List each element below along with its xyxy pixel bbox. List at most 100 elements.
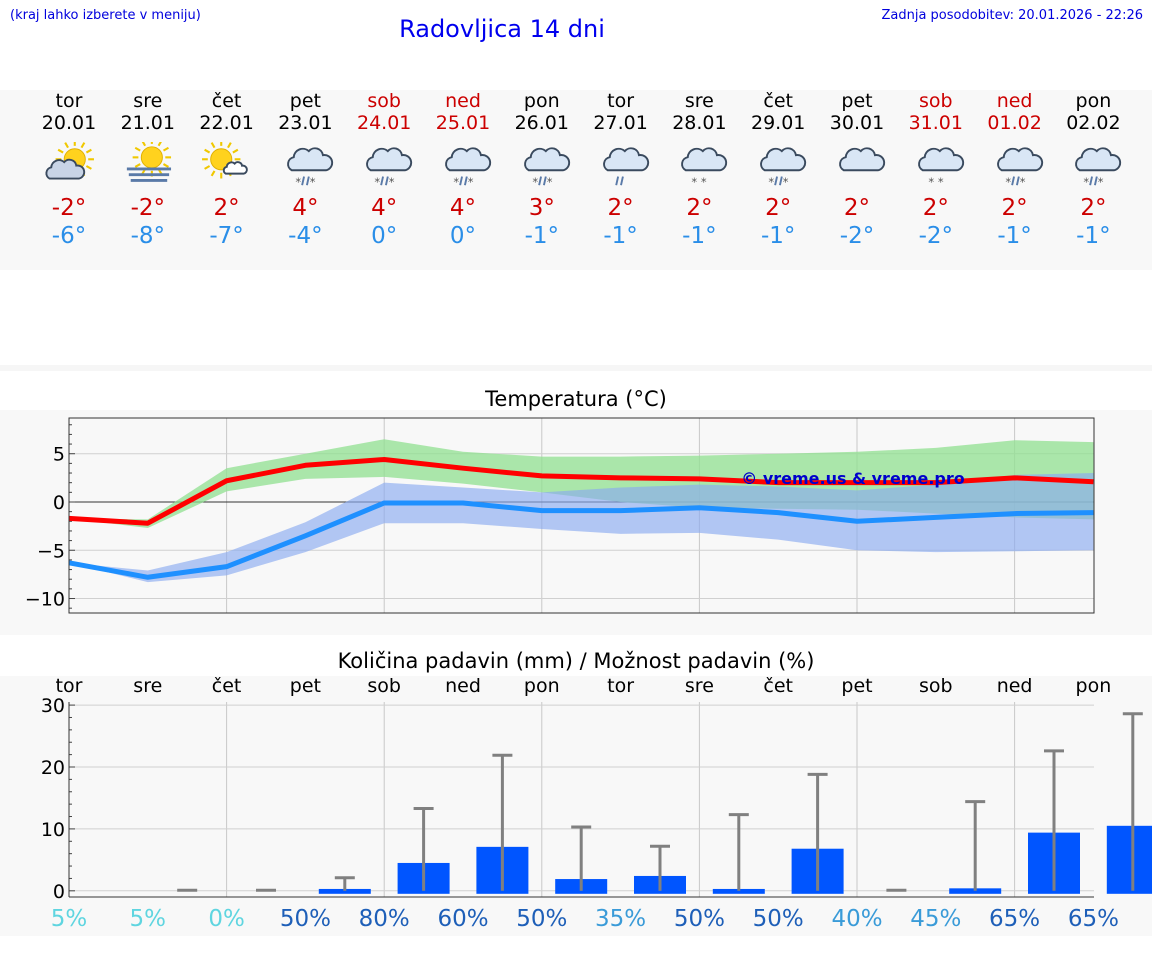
day-label: sob [919,675,953,697]
day-column: tor 27.01 2° -1° [581,90,660,250]
day-column: sob 24.01 * * 4° 0° [345,90,424,250]
last-update: Zadnja posodobitev: 20.01.2026 - 22:26 [881,8,1143,23]
day-date: 22.01 [199,112,254,134]
day-date: 21.01 [120,112,175,134]
precip-bar [949,888,1002,894]
day-column: čet 22.01 2° -7° [187,90,266,250]
cloud-rain-snow-icon: * * [366,147,413,189]
day-name: čet [211,90,242,112]
precip-probability: 0% [208,906,245,932]
temp-min: -1° [682,223,717,249]
day-column: čet 29.01 * * 2° -1° [739,90,818,250]
day-date: 20.01 [41,112,97,134]
day-name: ned [996,90,1033,112]
day-label: pon [524,675,560,697]
sun-cloud-icon [45,142,94,180]
day-date: 28.01 [672,112,727,134]
day-name: pet [289,90,321,112]
day-date: 30.01 [829,112,885,134]
temp-max: 2° [843,195,871,221]
y-tick-label: 20 [41,757,65,779]
divider [0,365,1152,371]
temperature-chart-title: Temperatura (°C) [485,387,667,411]
day-date: 31.01 [908,112,963,134]
day-label: čet [212,675,242,697]
day-label: sob [367,675,401,697]
y-tick-label: 0 [53,881,65,903]
daily-summary-band [0,90,1152,270]
svg-text:*: * [1005,175,1011,189]
day-date: 26.01 [514,112,569,134]
watermark: © vreme.us & vreme.pro [741,469,964,488]
svg-text:*: * [783,175,789,189]
min-range-band [69,473,1094,583]
plot-frame [68,417,1095,614]
temp-max: 2° [765,195,792,221]
day-name: pet [841,90,873,112]
svg-text:*: * [1084,175,1090,189]
cloud-snow-icon: * * [917,147,964,189]
temp-max: -2° [51,195,87,221]
day-label: pet [841,675,872,697]
day-date: 25.01 [435,112,491,134]
svg-text:*: * [1019,175,1025,189]
day-name: sre [133,90,163,112]
day-column: ned 01.02 * * 2° -1° [975,90,1054,250]
day-column: pet 30.01 2° -2° [818,90,897,250]
precip-probability: 60% [437,906,488,932]
temp-min: -6° [51,223,87,249]
day-column: ned 25.01 * * 4° 0° [424,90,503,250]
day-label: pon [1076,675,1112,697]
svg-text:*: * [310,175,316,189]
temp-min: -1° [603,223,638,249]
precip-bar [712,888,765,894]
day-label: sre [685,675,714,697]
day-date: 02.02 [1066,112,1121,134]
temp-min: -2° [918,223,954,249]
day-label: pet [290,675,321,697]
cloud-rain-snow-icon: * * [760,147,807,189]
day-date: 23.01 [278,112,333,134]
y-tick-label: −10 [25,589,65,611]
svg-text:*: * [453,175,459,189]
y-tick-label: −5 [37,540,65,562]
precip-probability: 50% [516,906,567,932]
temp-max: 2° [1080,195,1107,221]
precip-probability: 5% [51,906,88,932]
day-column: sre 28.01 * * 2° -1° [660,90,739,250]
day-name: sob [919,90,953,112]
temp-min: -8° [130,223,166,249]
cloud-rain-snow-icon: * * [287,147,334,189]
location-hint[interactable]: (kraj lahko izberete v meniju) [10,8,201,23]
min-temp-line [68,500,1094,580]
temp-max: 2° [1001,195,1028,221]
temp-max: 2° [922,195,949,221]
precip-probability: 35% [595,906,646,932]
precip-probability: 80% [359,906,410,932]
cloud-rain-icon [602,147,649,186]
precip-probability: 65% [1068,906,1119,932]
temp-max: 2° [213,195,240,221]
svg-text:* *: * * [692,175,707,189]
precip-probability: 50% [280,906,331,932]
cloud-rain-snow-icon: * * [445,147,492,189]
day-column: tor 20.01 -2° -6° [30,90,109,250]
precip-probability: 50% [753,906,804,932]
svg-text:*: * [296,175,302,189]
day-name: sob [367,90,401,112]
day-name: tor [607,90,635,112]
day-label: ned [445,675,481,697]
temp-min: -1° [1076,223,1111,249]
svg-text:*: * [389,175,395,189]
cloud-rain-snow-icon: * * [996,147,1043,189]
day-name: ned [445,90,481,112]
temp-max: -2° [130,195,166,221]
day-column: sob 31.01 * * 2° -2° [896,90,975,250]
temp-min: -1° [760,223,796,249]
day-name: sre [684,90,714,112]
day-date: 29.01 [750,112,806,134]
temp-max: 4° [449,195,477,221]
page-title: Radovljica 14 dni [399,15,605,43]
sun-fog-icon [126,142,171,182]
svg-text:*: * [532,175,538,189]
